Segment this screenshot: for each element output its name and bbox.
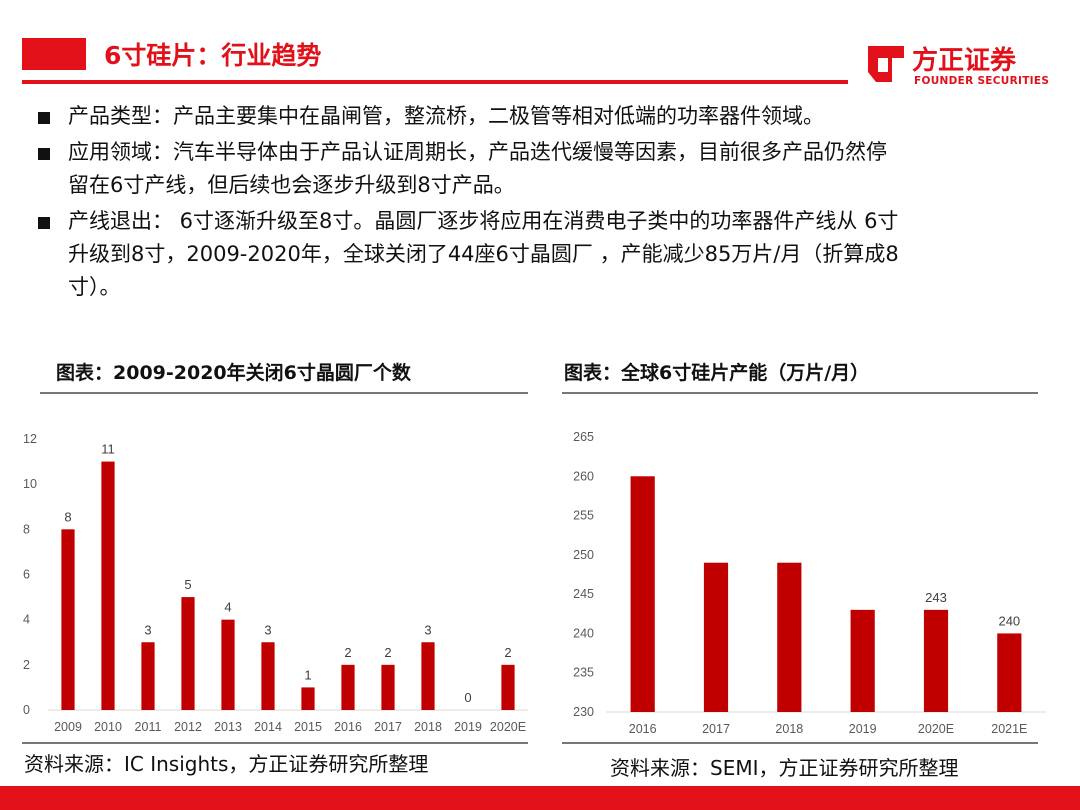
bar [261,642,275,710]
bar [997,633,1022,712]
bullet-marker [38,112,50,124]
y-tick-label: 230 [573,705,594,719]
left-source-rule [22,742,528,744]
x-tick-label: 2011 [135,720,162,734]
x-tick-label: 2017 [702,722,730,736]
bullet-text: 产品类型：产品主要集中在晶闸管，整流桥，二极管等相对低端的功率器件领域。 [68,104,824,128]
left-source: 资料来源：IC Insights，方正证券研究所整理 [24,752,429,776]
x-tick-label: 2013 [214,720,242,734]
bar [221,619,235,710]
x-tick-label: 2019 [454,720,482,734]
bar [421,642,435,710]
right-chart-title: 图表：全球6寸硅片产能（万片/月） [564,362,870,384]
logo-english-name: FOUNDER SECURITIES [914,75,1050,87]
bullet-application: 应用领域：汽车半导体由于产品认证周期长，产品迭代缓慢等因素，目前很多产品仍然停 … [38,136,1038,202]
bullet-text: 留在6寸产线，但后续也会逐步升级到8寸产品。 [68,173,515,197]
title-accent-block [22,38,86,70]
left-chart-title: 图表：2009-2020年关闭6寸晶圆厂个数 [56,362,411,384]
y-tick-label: 4 [23,613,30,627]
right-source-rule [562,742,1038,744]
y-tick-label: 265 [573,430,594,444]
bar [850,609,875,712]
x-tick-label: 2020E [490,720,526,734]
bar [381,664,395,710]
data-label: 240 [998,613,1020,628]
y-tick-label: 255 [573,509,594,523]
y-tick-label: 2 [23,658,30,672]
bullet-product-type: 产品类型：产品主要集中在晶闸管，整流桥，二极管等相对低端的功率器件领域。 [38,100,1038,133]
page-title: 6寸硅片：行业趋势 [104,41,322,70]
bar [61,529,75,710]
y-tick-label: 245 [573,587,594,601]
bar [923,609,949,712]
founder-logo: 方正证券 FOUNDER SECURITIES [862,40,1052,92]
x-tick-label: 2015 [294,720,322,734]
bar [703,562,729,712]
data-label: 5 [184,577,191,592]
x-tick-label: 2016 [334,720,362,734]
bar [101,461,115,710]
bar [141,642,155,710]
y-tick-label: 260 [573,469,594,483]
x-tick-label: 2014 [254,720,282,734]
x-tick-label: 2017 [374,720,402,734]
x-tick-label: 2021E [991,722,1027,736]
bullet-line-exit: 产线退出： 6寸逐渐升级至8寸。晶圆厂逐步将应用在消费电子类中的功率器件产线从 … [38,205,1038,304]
data-label: 1 [304,667,311,682]
data-label: 11 [101,442,115,457]
title-underline [22,80,848,84]
bar [777,562,802,712]
left-bar-chart: 0246810128200911201032011520124201332014… [23,432,528,734]
founder-logo-icon [868,46,904,82]
footer-bar [0,786,1080,810]
data-label: 3 [424,622,431,637]
y-tick-label: 8 [23,522,30,536]
data-label: 3 [144,622,151,637]
x-tick-label: 2012 [174,720,202,734]
left-chart-top-rule [40,392,528,394]
right-source: 资料来源：SEMI，方正证券研究所整理 [610,756,959,780]
y-tick-label: 235 [573,666,594,680]
x-tick-label: 2018 [414,720,442,734]
y-tick-label: 12 [23,432,37,446]
bullet-marker [38,148,50,160]
logo-name: 方正证券 [912,46,1017,76]
bar [341,664,355,710]
bullet-text: 应用领域：汽车半导体由于产品认证周期长，产品迭代缓慢等因素，目前很多产品仍然停 [68,140,887,164]
y-tick-label: 240 [573,626,594,640]
x-tick-label: 2018 [775,722,803,736]
bar [501,664,515,710]
x-tick-label: 2019 [849,722,877,736]
bar [301,687,315,710]
x-tick-label: 2010 [94,720,122,734]
data-label: 2 [504,645,511,660]
y-tick-label: 6 [23,568,30,582]
bullet-list: 产品类型：产品主要集中在晶闸管，整流桥，二极管等相对低端的功率器件领域。 应用领… [38,100,1038,307]
x-tick-label: 2016 [629,722,657,736]
right-bar-chart: 230 235 240 245 250 255 260 265 2016 2017 2018 2019… [573,430,1046,736]
data-label: 243 [925,590,947,605]
bullet-text: 产线退出： 6寸逐渐升级至8寸。晶圆厂逐步将应用在消费电子类中的功率器件产线从 … [68,209,899,233]
y-tick-label: 250 [573,548,594,562]
data-label: 8 [64,509,71,524]
x-tick-label: 2020E [918,722,954,736]
data-label: 2 [384,645,391,660]
y-tick-label: 0 [23,703,30,717]
bar [181,597,195,710]
right-chart-top-rule [562,392,1038,394]
x-tick-label: 2009 [54,720,82,734]
data-label: 3 [264,622,271,637]
y-tick-label: 10 [23,477,37,491]
bar [630,476,655,712]
bullet-marker [38,217,50,229]
data-label: 2 [344,645,351,660]
data-label: 0 [464,690,471,705]
bullet-text: 升级到8寸，2009-2020年，全球关闭了44座6寸晶圆厂 ，产能减少85万片… [68,242,899,266]
bullet-text: 寸）。 [68,275,121,299]
data-label: 4 [224,600,231,615]
